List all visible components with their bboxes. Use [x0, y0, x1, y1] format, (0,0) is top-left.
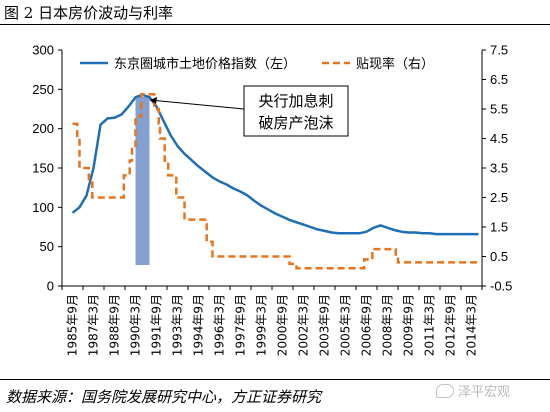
x-tick-label: 2008年3月: [381, 294, 395, 356]
x-tick-label: 1990年3月: [129, 294, 143, 356]
y-left-tick-label: 100: [32, 200, 54, 215]
legend: 东京圈城市土地价格指数（左） 贴现率（右）: [80, 56, 434, 72]
y-right-tick-label: 5.5: [490, 102, 508, 117]
x-tick-label: 1988年9月: [108, 294, 122, 356]
source-rule: [0, 379, 550, 380]
y-right-tick-label: -0.5: [490, 279, 512, 294]
x-tick-label: 2006年9月: [360, 294, 374, 356]
y-left-tick-label: 250: [32, 82, 54, 97]
x-tick-label: 1994年9月: [192, 294, 206, 356]
y-right-tick-label: 7.5: [490, 43, 508, 58]
x-tick-label: 1993年3月: [171, 294, 185, 356]
x-tick-label: 1996年3月: [213, 294, 227, 356]
watermark-text: 泽平宏观: [458, 385, 511, 400]
shaded-period-layer: [135, 97, 150, 265]
x-tick-label: 2005年3月: [339, 294, 353, 356]
shaded-period-rect: [135, 97, 150, 265]
x-tick-label: 1991年9月: [150, 294, 164, 356]
x-tick-label: 2000年9月: [276, 294, 290, 356]
x-tick-label: 1985年9月: [66, 294, 80, 356]
y-right-tick-label: 6.5: [490, 72, 508, 87]
y-right-tick-label: 4.5: [490, 131, 508, 146]
legend-label-discount-rate: 贴现率（右）: [356, 56, 434, 72]
annotation-arrowhead: [150, 97, 157, 104]
title-rule: [0, 24, 550, 25]
y-right-tick-label: 1.5: [490, 220, 508, 235]
figure-title: 图 2 日本房价波动与利率: [4, 4, 174, 22]
annotation-line-2: 破房产泡沫: [258, 114, 333, 132]
x-tick-label: 2002年3月: [297, 294, 311, 356]
x-tick-label: 2014年3月: [465, 294, 479, 356]
y-right-tick-label: 0.5: [490, 249, 508, 264]
axes-layer: 0 50 100 150 200 250 300 -0.5 0.5 1.5 2.5 3.5 4.5 5.5…: [32, 43, 512, 357]
y-right-tick-label: 3.5: [490, 161, 508, 176]
x-tick-label: 2012年9月: [444, 294, 458, 356]
series-discount-rate-line: [72, 93, 479, 270]
x-tick-label: 2009年9月: [402, 294, 416, 356]
y-left-tick-label: 200: [32, 121, 54, 136]
annotation-box: [243, 85, 349, 137]
y-right-tick-label: 2.5: [490, 190, 508, 205]
y-left-tick-label: 0: [47, 279, 54, 294]
y-left-tick-label: 300: [32, 43, 54, 58]
annotation-line-1: 央行加息刺: [258, 92, 333, 110]
source-note: 数据来源：国务院发展研究中心，方正证券研究: [6, 388, 322, 406]
y-left-tick-label: 150: [32, 161, 54, 176]
watermark: 泽平宏观: [436, 381, 510, 400]
x-tick-label: 2003年9月: [318, 294, 332, 356]
y-left-tick-label: 50: [40, 239, 54, 254]
x-tick-label: 1999年3月: [255, 294, 269, 356]
wechat-icon: [436, 383, 454, 398]
x-tick-label: 2011年3月: [423, 294, 437, 356]
legend-label-land-price: 东京圈城市土地价格指数（左）: [114, 56, 296, 72]
x-tick-label: 1987年3月: [87, 294, 101, 356]
annotation-arrow: [149, 99, 245, 110]
chart: 0 50 100 150 200 250 300 -0.5 0.5 1.5 2.5 3.5 4.5 5.5…: [32, 43, 512, 357]
series-layer: [71, 93, 479, 270]
x-tick-label: 1997年9月: [234, 294, 248, 356]
